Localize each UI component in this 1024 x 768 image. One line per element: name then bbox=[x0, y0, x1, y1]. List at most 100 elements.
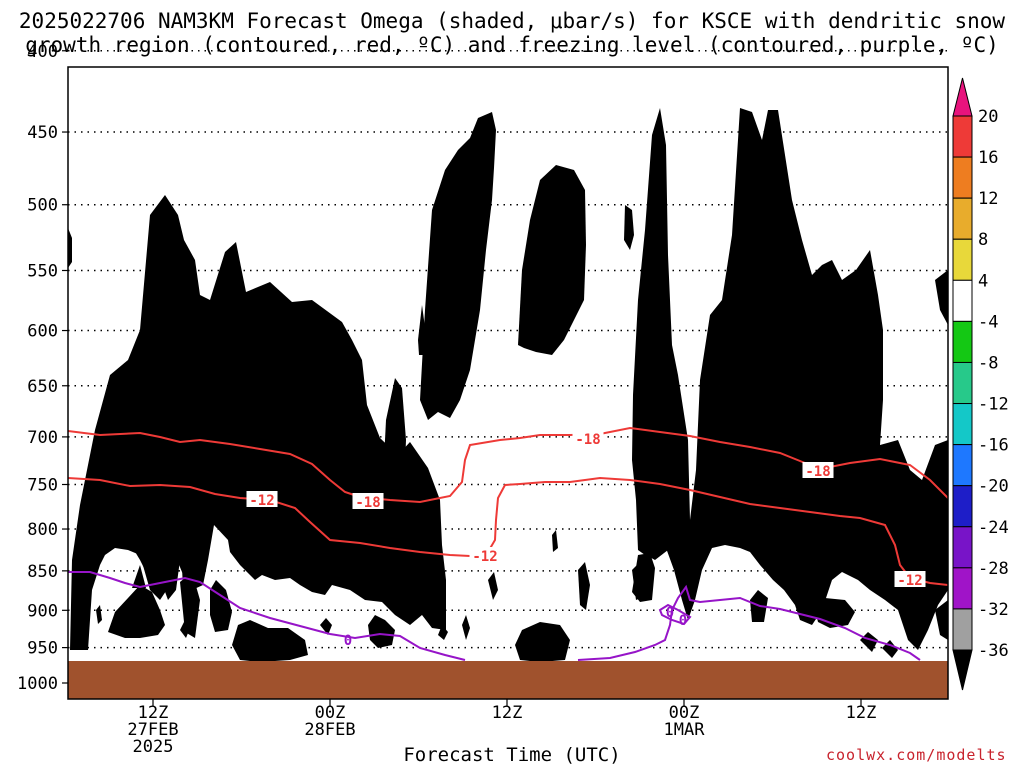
x-tick-label: 00Z bbox=[669, 703, 700, 723]
y-tick-label: 950 bbox=[27, 639, 58, 659]
x-axis-label: Forecast Time (UTC) bbox=[403, 744, 621, 766]
x-tick-label: 27FEB bbox=[127, 720, 178, 740]
freezing-level-second bbox=[577, 584, 921, 661]
downward-region-20 bbox=[632, 562, 650, 600]
cyan-region-2 bbox=[186, 575, 193, 602]
x-tick-label: 1MAR bbox=[664, 720, 706, 740]
y-tick-label: 800 bbox=[27, 520, 58, 540]
colorbar-label: 16 bbox=[978, 148, 998, 168]
teal-region-7 bbox=[640, 440, 650, 480]
y-tick-label: 450 bbox=[27, 123, 58, 143]
colorbar-segment bbox=[952, 403, 973, 446]
colorbar-label: -8 bbox=[978, 353, 998, 373]
colorbar-label: -28 bbox=[978, 559, 1009, 579]
chart-title-line2: growth region (contoured, red, ºC) and f… bbox=[25, 33, 999, 57]
y-tick-label: 600 bbox=[27, 322, 58, 342]
plot-border bbox=[67, 66, 949, 700]
upward-region-8 bbox=[230, 388, 240, 434]
freezing-level-loop bbox=[658, 603, 692, 626]
dgz-contour-label: -12 bbox=[472, 549, 497, 565]
upward-region-6 bbox=[552, 530, 558, 552]
orange-region-4 bbox=[133, 592, 148, 625]
colorbar-segment bbox=[952, 485, 973, 528]
y-tick-label: 900 bbox=[27, 601, 58, 621]
colorbar-segment bbox=[952, 115, 973, 158]
colorbar-segment bbox=[952, 526, 973, 569]
dgz-label-bg bbox=[894, 571, 926, 587]
cyan-region-3 bbox=[715, 400, 730, 470]
colorbar-label: 4 bbox=[978, 271, 988, 291]
dgz-contour-label: -12 bbox=[249, 493, 274, 509]
orange-region-2 bbox=[535, 245, 543, 300]
colorbar-label: -20 bbox=[978, 477, 1009, 497]
downward-region-18 bbox=[515, 622, 570, 662]
orange-region-6 bbox=[243, 632, 252, 650]
colorbar-label: -12 bbox=[978, 395, 1009, 415]
colorbar-label: -4 bbox=[978, 312, 998, 332]
downward-region-13 bbox=[368, 615, 395, 648]
dgz-label-bg bbox=[352, 493, 384, 509]
colorbar-label: 20 bbox=[978, 107, 998, 127]
y-tick-label: 550 bbox=[27, 261, 58, 281]
colorbar-label: -16 bbox=[978, 436, 1009, 456]
orange-region-1 bbox=[418, 305, 426, 355]
blue-region-4 bbox=[796, 462, 802, 488]
dgz-upper-contour bbox=[68, 426, 948, 504]
colorbar-label: -36 bbox=[978, 641, 1009, 661]
dgz-label-bg bbox=[572, 430, 604, 446]
dgz-label-bg bbox=[469, 547, 501, 563]
downward-region-16 bbox=[462, 615, 470, 640]
y-tick-label: 1000 bbox=[17, 674, 58, 694]
freezing-contour-label: 0 bbox=[344, 633, 352, 649]
teal-region-2 bbox=[190, 310, 205, 350]
colorbar-label: 8 bbox=[978, 230, 988, 250]
colorbar-segment bbox=[952, 444, 973, 487]
colorbar-segment bbox=[952, 567, 973, 610]
cyan-region-4 bbox=[765, 415, 806, 592]
colorbar-label: 12 bbox=[978, 189, 998, 209]
dgz-contour-label: -18 bbox=[805, 464, 830, 480]
colorbar-top-arrow bbox=[952, 77, 973, 117]
blue-region-3 bbox=[796, 530, 805, 575]
x-tick-label: 12Z bbox=[492, 703, 523, 723]
x-tick-label: 12Z bbox=[138, 703, 169, 723]
blue-region-2 bbox=[154, 352, 160, 400]
downward-region-10 bbox=[232, 620, 308, 662]
downward-region-19 bbox=[645, 495, 674, 560]
colorbar-label: -32 bbox=[978, 600, 1009, 620]
dgz-label-bg bbox=[802, 462, 834, 478]
upward-region-2 bbox=[68, 228, 72, 268]
freezing-level-contours bbox=[68, 571, 921, 661]
colorbar-segment bbox=[952, 197, 973, 240]
dgz-label-bg bbox=[246, 491, 278, 507]
dgz-contour-label: -12 bbox=[897, 573, 922, 589]
omega-shade-positive-4 bbox=[96, 112, 948, 662]
upward-region-3 bbox=[624, 205, 634, 250]
downward-region-25 bbox=[935, 270, 948, 325]
freezing-level-main bbox=[68, 571, 466, 661]
chart-title-line1: 2025022706 NAM3KM Forecast Omega (shaded… bbox=[18, 9, 1006, 33]
y-axis: 2503003504004505005506006507007508008509… bbox=[17, 42, 68, 694]
y-tick-label: 850 bbox=[27, 562, 58, 582]
y-tick-label: 400 bbox=[27, 42, 58, 62]
y-tick-label: 500 bbox=[27, 196, 58, 216]
x-tick-label: 12Z bbox=[846, 703, 877, 723]
upward-region-7 bbox=[578, 562, 590, 610]
omega-shade-positive-8 bbox=[133, 245, 543, 650]
y-tick-label: 650 bbox=[27, 377, 58, 397]
downward-region-17 bbox=[488, 572, 498, 600]
colorbar-segment bbox=[952, 320, 973, 363]
freezing-contour-label: 0 bbox=[666, 605, 674, 621]
downward-region-15 bbox=[438, 625, 448, 640]
colorbar-segment bbox=[952, 156, 973, 199]
colorbar-segment bbox=[952, 361, 973, 405]
downward-region-1 bbox=[420, 112, 496, 420]
teal-region-5 bbox=[700, 300, 895, 610]
x-tick-label: 00Z bbox=[315, 703, 346, 723]
x-tick-label: 2025 bbox=[133, 737, 174, 757]
freezing-contour-label: 0 bbox=[679, 613, 687, 629]
downward-region-2 bbox=[518, 165, 586, 355]
